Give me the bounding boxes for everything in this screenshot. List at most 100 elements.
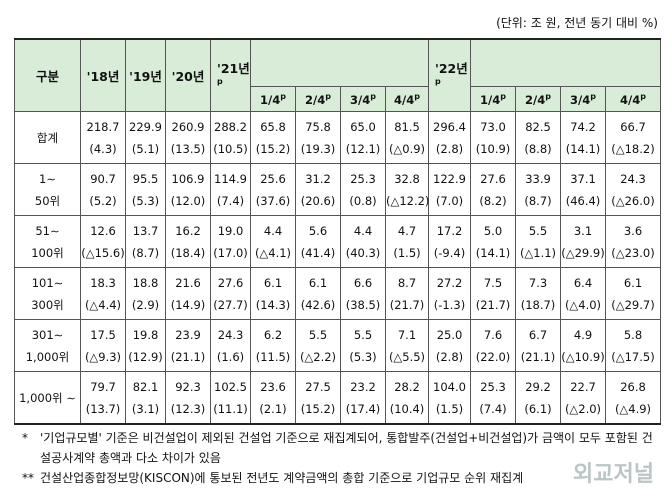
- change: (5.1): [131, 141, 160, 156]
- value: 106.9: [171, 171, 205, 186]
- unit-note: (단위: 조 원, 전년 동기 대비 %): [496, 16, 658, 30]
- value: 7.3: [528, 275, 548, 290]
- value: 6.6: [353, 275, 373, 290]
- data-cell: 27.6 (8.2): [470, 163, 516, 216]
- data-cell: 29.2 (6.1): [515, 371, 561, 425]
- change: (6.1): [524, 401, 552, 416]
- value: 27.2: [436, 275, 463, 290]
- data-cell: 28.2 (10.4): [385, 371, 429, 425]
- value: 12.6: [90, 223, 116, 238]
- header-cell: '20년: [165, 38, 211, 112]
- data-cell: 218.7 (4.3): [80, 111, 126, 164]
- change: (38.5): [345, 297, 381, 312]
- value: 74.2: [570, 119, 596, 134]
- data-cell: 288.2 (10.5): [210, 111, 251, 164]
- value: 26.8: [620, 379, 646, 394]
- change: (△4.0): [564, 297, 602, 312]
- superscript: p: [590, 91, 596, 101]
- value: 17.2: [436, 223, 463, 238]
- change: (7.4): [216, 193, 245, 208]
- header-text: 3/4: [570, 92, 591, 107]
- row-label: 51∼ 100위: [14, 215, 81, 268]
- data-cell: 5.5 (△2.2): [295, 319, 341, 372]
- row-label: 1,000위 ∼: [14, 371, 81, 425]
- value: 81.5: [394, 119, 420, 134]
- value: 32.8: [394, 171, 420, 186]
- value: 92.3: [175, 379, 201, 394]
- value: 33.9: [525, 171, 551, 186]
- change: (17.4): [345, 401, 381, 416]
- value: 27.6: [480, 171, 506, 186]
- value: 23.9: [175, 327, 201, 342]
- change: (△29.7): [611, 297, 655, 312]
- value: 6.4: [573, 275, 593, 290]
- value: 5.5: [353, 327, 373, 342]
- row-label-line: 101∼: [31, 275, 64, 290]
- change: (△18.2): [611, 141, 655, 156]
- superscript: p: [280, 91, 286, 101]
- quarter-cell: 2/4p: [515, 86, 561, 112]
- data-cell: 25.3 (0.8): [340, 163, 386, 216]
- header-text: '21년: [217, 61, 250, 77]
- header-cell: 구분: [14, 38, 81, 112]
- value: 79.7: [90, 379, 116, 394]
- data-cell: 21.6 (14.9): [165, 267, 211, 320]
- quarter-cell: 3/4p: [340, 86, 386, 112]
- value: 7.6: [483, 327, 503, 342]
- header-text: 1/4: [260, 92, 281, 107]
- change: (12.0): [170, 193, 206, 208]
- change: (15.2): [255, 141, 291, 156]
- change: (△26.0): [611, 193, 655, 208]
- data-cell: 23.6 (2.1): [250, 371, 296, 425]
- header-text: '22년: [435, 61, 468, 77]
- change: (7.0): [435, 193, 464, 208]
- data-cell: 5.5 (5.3): [340, 319, 386, 372]
- data-cell: 17.2 (-9.4): [428, 215, 471, 268]
- data-cell: 6.4 (△4.0): [560, 267, 606, 320]
- row-label: 101∼ 300위: [14, 267, 81, 320]
- value: 19.8: [132, 327, 159, 342]
- change: (△17.5): [611, 349, 655, 364]
- row-label-line: 301∼: [31, 327, 64, 342]
- value: 8.7: [397, 275, 417, 290]
- value: 17.5: [90, 327, 116, 342]
- value: 24.3: [620, 171, 646, 186]
- data-cell: 66.7 (△18.2): [605, 111, 661, 164]
- superscript: p: [640, 91, 646, 101]
- data-cell: 4.4 (40.3): [340, 215, 386, 268]
- header-text: '20년: [171, 69, 205, 84]
- value: 24.3: [217, 327, 244, 342]
- data-cell: 13.7 (8.7): [125, 215, 166, 268]
- note: ** 건설산업종합정보망(KISCON)에 통보된 전년도 계약금액의 총합 기준…: [22, 468, 662, 488]
- change: (2.9): [131, 297, 160, 312]
- value: 27.6: [217, 275, 244, 290]
- data-cell: 106.9 (12.0): [165, 163, 211, 216]
- change: (14.3): [255, 297, 291, 312]
- row-label-line: 합계: [36, 130, 59, 145]
- change: (10.4): [389, 401, 425, 416]
- header-text: 1/4: [480, 92, 501, 107]
- value: 66.7: [620, 119, 646, 134]
- quarter-cell: 1/4p: [470, 86, 516, 112]
- data-row: 합계 218.7 (4.3) 229.9 (5.1) 260.9 (13.5) 288.2 (1…: [14, 111, 661, 164]
- data-row: 1,000위 ∼ 79.7 (13.7) 82.1 (3.1) 92.3 (12.3) 102…: [14, 371, 661, 425]
- superscript: p: [217, 77, 223, 87]
- data-cell: 95.5 (5.3): [125, 163, 166, 216]
- data-cell: 92.3 (12.3): [165, 371, 211, 425]
- quarter-cell: 3/4p: [560, 86, 606, 112]
- data-cell: 260.9 (13.5): [165, 111, 211, 164]
- header-cell: [470, 38, 661, 87]
- change: (21.7): [475, 297, 511, 312]
- superscript: p: [435, 77, 441, 87]
- data-cell: 82.1 (3.1): [125, 371, 166, 425]
- change: (21.1): [520, 349, 556, 364]
- value: 13.7: [132, 223, 159, 238]
- data-cell: 8.7 (21.7): [385, 267, 429, 320]
- change: (37.6): [255, 193, 291, 208]
- change: (1.5): [393, 245, 421, 260]
- change: (11.1): [213, 401, 248, 416]
- value: 27.5: [305, 379, 331, 394]
- change: (△12.2): [386, 193, 430, 208]
- quarter-cell: 4/4p: [605, 86, 661, 112]
- note-mark: **: [22, 471, 34, 485]
